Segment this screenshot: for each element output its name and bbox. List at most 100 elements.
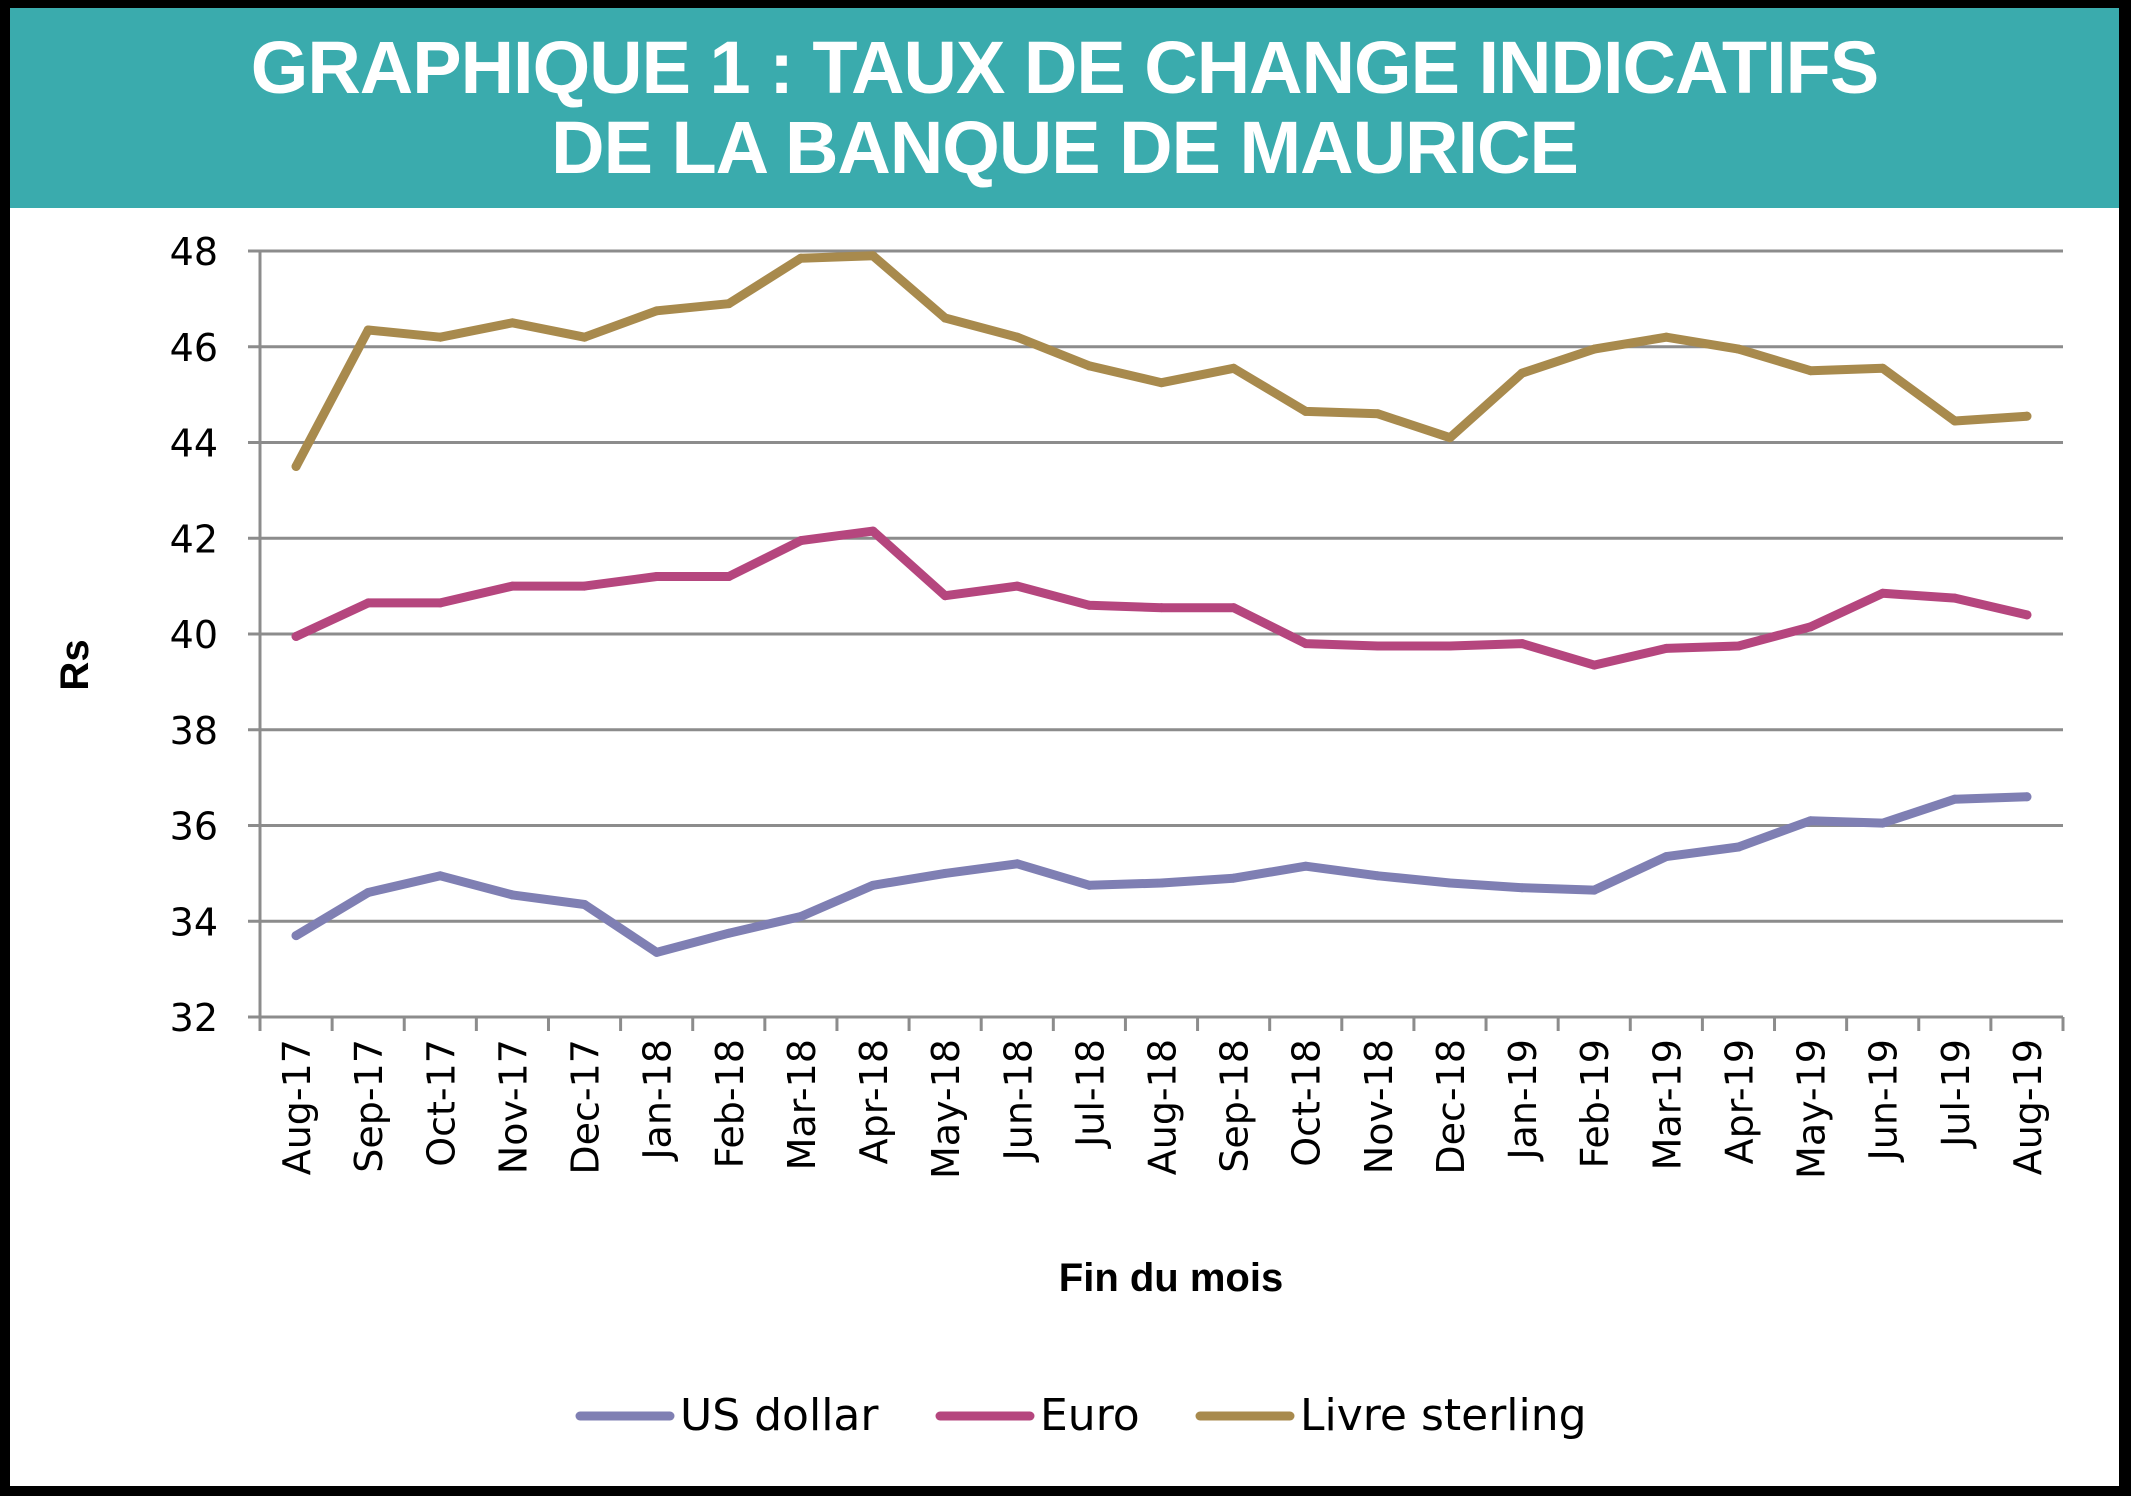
x-tick-label: Mar-18 [780, 1039, 824, 1170]
data-point [1229, 363, 1239, 373]
x-tick-label: Sep-17 [347, 1039, 391, 1173]
gridlines [260, 249, 2063, 923]
data-point [1878, 588, 1888, 598]
data-point [1806, 816, 1816, 826]
data-point [652, 306, 662, 316]
data-point [1229, 603, 1239, 613]
data-point [940, 313, 950, 323]
data-point [580, 332, 590, 342]
data-point [1950, 593, 1960, 603]
data-point [291, 461, 301, 471]
y-tick-label: 36 [170, 805, 218, 849]
data-point [1301, 406, 1311, 416]
data-point [1373, 871, 1383, 881]
series-line-us-dollar [291, 792, 2032, 957]
x-tick-label: Sep-18 [1213, 1039, 1257, 1173]
data-point [940, 591, 950, 601]
data-point [796, 536, 806, 546]
data-point [940, 868, 950, 878]
data-point [1373, 409, 1383, 419]
data-point [363, 888, 373, 898]
data-point [796, 253, 806, 263]
data-point [1733, 842, 1743, 852]
series-lines [291, 251, 2032, 957]
data-point [868, 880, 878, 890]
x-tick-label: Dec-17 [564, 1039, 608, 1175]
data-point [1012, 332, 1022, 342]
x-tick-label: Jul-18 [1068, 1039, 1112, 1149]
data-point [1733, 641, 1743, 651]
data-point [1517, 368, 1527, 378]
data-point [1157, 878, 1166, 888]
x-tick-label: May-18 [924, 1039, 968, 1179]
data-point [1012, 859, 1022, 869]
data-point [724, 299, 734, 309]
title-banner: GRAPHIQUE 1 : TAUX DE CHANGE INDICATIFS … [10, 8, 2119, 208]
data-point [1589, 885, 1599, 895]
data-point [2022, 411, 2032, 421]
x-tick-label: Aug-17 [275, 1039, 319, 1175]
data-point [1878, 363, 1888, 373]
chart-frame: GRAPHIQUE 1 : TAUX DE CHANGE INDICATIFS … [10, 8, 2119, 1486]
data-point [363, 598, 373, 608]
data-point [1517, 883, 1527, 893]
data-point [580, 581, 590, 591]
x-tick-label: Oct-18 [1285, 1039, 1329, 1167]
data-point [724, 572, 734, 582]
x-tick-label: Nov-17 [491, 1039, 535, 1174]
data-point [1373, 641, 1383, 651]
data-point [652, 572, 662, 582]
data-point [291, 931, 301, 941]
data-point [1589, 344, 1599, 354]
x-tick-label: Feb-18 [708, 1039, 752, 1168]
data-point [291, 631, 301, 641]
data-point [1445, 878, 1455, 888]
y-tick-labels: 32 34 36 38 40 42 44 46 48 [170, 230, 218, 1040]
data-point [796, 911, 806, 921]
data-point [1589, 660, 1599, 670]
data-point [1157, 378, 1166, 388]
x-tick-label: Aug-18 [1141, 1039, 1185, 1175]
y-tick-label: 44 [170, 422, 218, 466]
x-tick-label: Jun-18 [996, 1039, 1040, 1162]
x-tick-label: Feb-19 [1573, 1039, 1617, 1168]
data-point [1806, 622, 1816, 632]
data-point [1445, 433, 1455, 443]
data-point [1084, 361, 1094, 371]
data-point [1157, 603, 1166, 613]
x-tick-label: Jun-19 [1862, 1039, 1906, 1162]
data-point [1229, 873, 1239, 883]
data-point [1950, 794, 1960, 804]
data-point [1084, 600, 1094, 610]
legend-label: Livre sterling [1300, 1390, 1587, 1441]
data-point [435, 332, 445, 342]
axes [248, 249, 2065, 1031]
y-axis-title: Rs [53, 639, 97, 690]
x-tick-label: Apr-18 [852, 1039, 896, 1164]
x-tick-label: May-19 [1790, 1039, 1834, 1179]
series-line-livre-sterling [291, 251, 2032, 471]
data-point [2022, 610, 2032, 620]
y-tick-label: 40 [170, 613, 218, 657]
data-point [1661, 643, 1671, 653]
data-point [507, 890, 517, 900]
x-axis-title: Fin du mois [1059, 1256, 1283, 1300]
x-tick-label: Nov-18 [1357, 1039, 1401, 1174]
data-point [1733, 344, 1743, 354]
data-point [2022, 792, 2032, 802]
data-point [507, 581, 517, 591]
data-point [1445, 641, 1455, 651]
line-chart: 32 34 36 38 40 42 44 46 48 Aug-17 Sep-17 Oct-17 Nov… [53, 230, 2065, 1441]
data-point [363, 325, 373, 335]
data-point [1301, 639, 1311, 649]
x-tick-label: Jul-19 [1934, 1039, 1978, 1149]
x-tick-label: Dec-18 [1429, 1039, 1473, 1175]
legend-label: Euro [1040, 1390, 1140, 1441]
data-point [1878, 818, 1888, 828]
legend-label: US dollar [680, 1390, 879, 1441]
series-line-euro [291, 526, 2032, 670]
x-tick-labels: Aug-17 Sep-17 Oct-17 Nov-17 Dec-17 Jan-18 Feb-… [275, 1039, 2050, 1179]
data-point [652, 947, 662, 957]
x-tick-label: Apr-19 [1717, 1039, 1761, 1164]
data-point [1806, 366, 1816, 376]
